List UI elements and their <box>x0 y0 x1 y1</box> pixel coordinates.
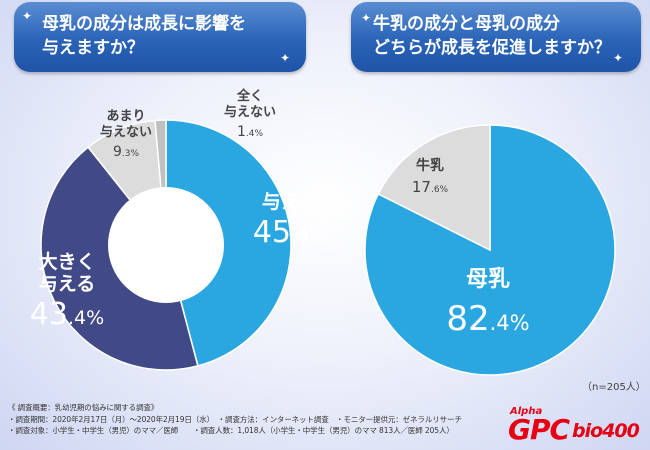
pie-chart-right: 母乳 82.4% 牛乳 17.6% <box>364 124 616 376</box>
question-left-line1: 母乳の成分は成長に影響を <box>42 14 246 34</box>
slice-value-0-0: 45.9% <box>253 215 327 250</box>
survey-footer: 《 調査概要：乳幼児期の悩みに関する調査》 ・調査期間：2020年2月17日（月… <box>8 402 528 437</box>
footer-target: ・調査対象：小学生・中学生（男児）のママ／医師 ・調査人数：1,018人（小学生… <box>8 426 454 435</box>
slice-label-1-1: 牛乳 <box>416 157 444 174</box>
sparkle-icon: ✦ <box>361 11 372 25</box>
slice-value-1-1: 17.6% <box>412 178 449 196</box>
footer-title: 《 調査概要：乳幼児期の悩みに関する調査》 <box>8 403 159 412</box>
slice-label-0-0: 与える <box>262 191 318 213</box>
pie-slice-0-0 <box>165 119 292 367</box>
slice-label-0-2: 与えない <box>100 125 152 140</box>
sparkle-icon: ✦ <box>22 9 33 23</box>
question-right-line1: 牛乳の成分と母乳の成分 <box>373 14 560 34</box>
slice-label-0-1: 大きく <box>38 250 95 273</box>
brand-alpha: Alpha <box>510 406 543 417</box>
question-panel-right: 牛乳の成分と母乳の成分 どちらが成長を促進しますか？ ✦ ✦ <box>351 2 641 72</box>
question-left-line2: 与えますか？ <box>42 38 144 58</box>
slice-label-0-3: 与えない <box>224 105 276 120</box>
slice-label-0-1: 与える <box>39 273 95 295</box>
slice-value-0-2: 9.3% <box>113 144 140 160</box>
slice-value-1-0: 82.4% <box>446 299 529 339</box>
sparkle-icon: ✦ <box>280 51 291 65</box>
question-panel-left: 母乳の成分は成長に影響を 与えますか？ ✦ ✦ <box>14 2 306 72</box>
sample-size-note: （n=205人） <box>582 382 646 393</box>
pie-slice-1-1 <box>377 124 491 252</box>
footer-period: ・調査期間：2020年2月17日（月）～2020年2月19日（水） ・調査方法：… <box>8 414 462 424</box>
slice-value-0-3: 1.4% <box>237 124 264 140</box>
brand-bio: bio400 <box>572 420 640 442</box>
sparkle-icon: ✦ <box>613 51 624 65</box>
slice-label-0-2: あまり <box>106 109 145 124</box>
question-right-text: 牛乳の成分と母乳の成分 どちらが成長を促進しますか？ <box>373 12 611 60</box>
donut-hole <box>108 187 224 303</box>
question-right-line2: どちらが成長を促進しますか？ <box>373 38 611 58</box>
question-left-text: 母乳の成分は成長に影響を 与えますか？ <box>42 12 246 60</box>
brand-logo: Alpha GPC bio400 <box>508 404 648 446</box>
slice-label-0-3: 全く <box>236 88 263 104</box>
brand-gpc: GPC <box>508 413 570 446</box>
slice-label-1-0: 母乳 <box>466 266 510 292</box>
slice-value-0-1: 43.4% <box>30 297 104 332</box>
